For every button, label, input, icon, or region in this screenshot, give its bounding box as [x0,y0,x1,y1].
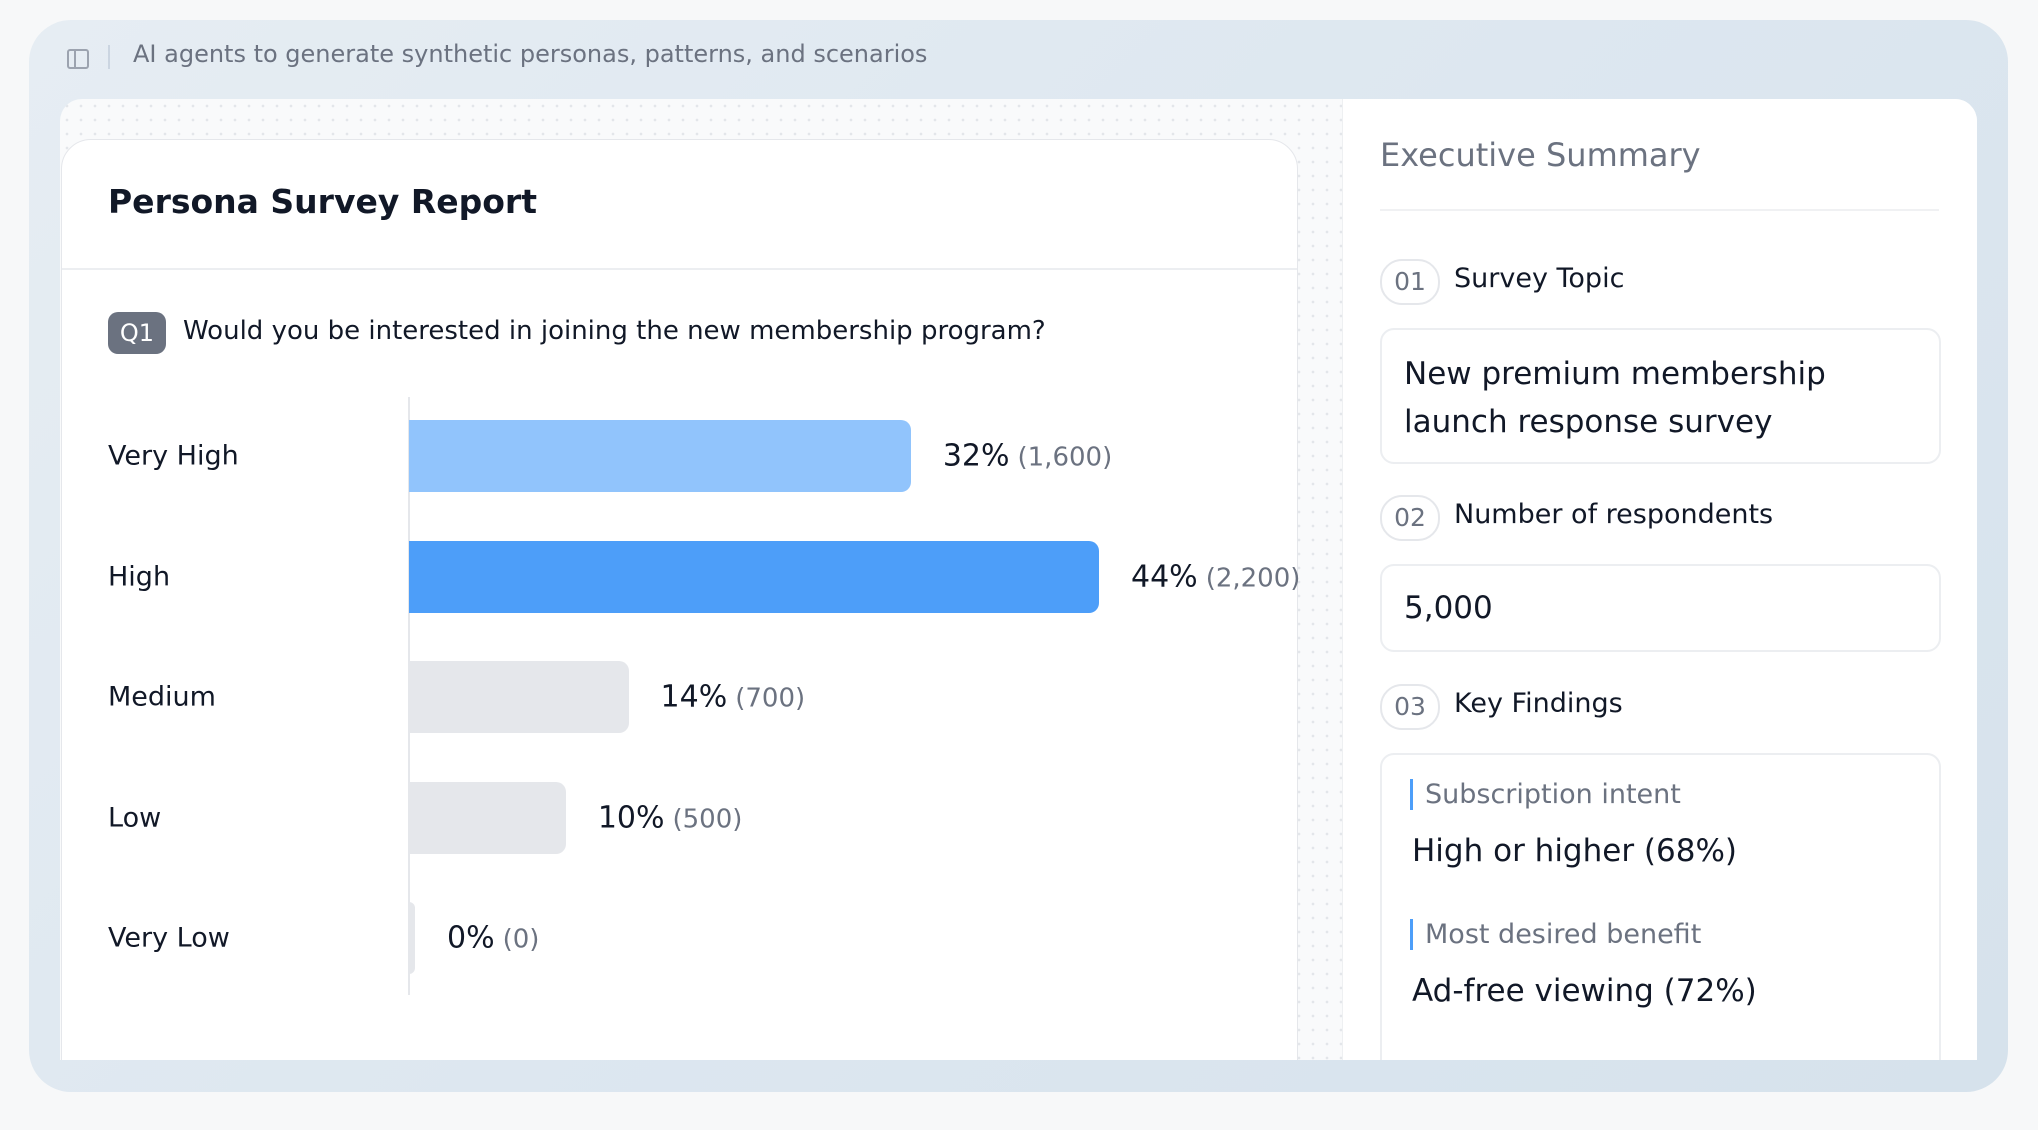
report-card: Persona Survey Report Q1 Would you be in… [61,139,1300,1060]
item-number: 02 [1380,495,1440,541]
item-label: Key Findings [1454,688,1623,719]
category-label: Very High [108,440,239,472]
item-content: New premium membership launch response s… [1404,356,1826,440]
category-label: Low [108,802,162,833]
question-text: Would you be interested in joining the n… [183,316,1046,346]
value-label: 32% (1,600) [943,439,1112,474]
item-box: 5,000 [1380,564,1941,652]
value-label: 0% (0) [447,921,539,956]
count: (500) [672,804,743,834]
divider [1380,209,1939,211]
item-number: 01 [1380,259,1440,305]
count: (700) [735,683,806,714]
separator [108,45,110,69]
count: (2,200) [1205,563,1301,593]
percent: 0% [447,920,495,956]
window-title: AI agents to generate synthetic personas… [133,40,928,68]
category-label: High [108,561,171,592]
count: (1,600) [1017,442,1113,473]
finding-label: Subscription intent [1410,779,1681,810]
finding-value: Ad-free viewing (72%) [1412,973,1757,1009]
percent: 32% [942,438,1010,474]
bar [409,420,911,492]
report-title: Persona Survey Report [108,182,537,221]
divider [62,268,1297,270]
finding-label: Most desired benefit [1410,919,1701,950]
category-label: Very Low [108,922,230,954]
content-panel: Persona Survey Report Q1 Would you be in… [60,99,1977,1060]
finding-value: High or higher (68%) [1412,833,1738,869]
summary-panel: Executive Summary 01 Survey Topic New pr… [1342,99,1977,1060]
count: (0) [502,924,540,955]
item-content: 5,000 [1404,590,1493,626]
bar [409,661,629,733]
bar [409,540,1099,613]
item-number: 03 [1380,684,1440,730]
sidebar-toggle[interactable] [67,49,89,69]
summary-title: Executive Summary [1380,136,1701,174]
item-label: Number of respondents [1454,499,1774,530]
question-tag: Q1 [108,312,166,354]
item-box: New premium membership launch response s… [1380,328,1941,464]
category-label: Medium [108,681,216,713]
item-box: Subscription intent High or higher (68%)… [1380,753,1941,1060]
percent: 14% [660,679,728,715]
value-label: 14% (700) [661,680,806,715]
value-label: 44% (2,200) [1131,559,1300,594]
bar [409,781,566,854]
value-label: 10% (500) [598,800,743,835]
percent: 44% [1131,559,1198,594]
bar [409,902,415,974]
percent: 10% [597,800,665,835]
item-label: Survey Topic [1454,263,1625,294]
